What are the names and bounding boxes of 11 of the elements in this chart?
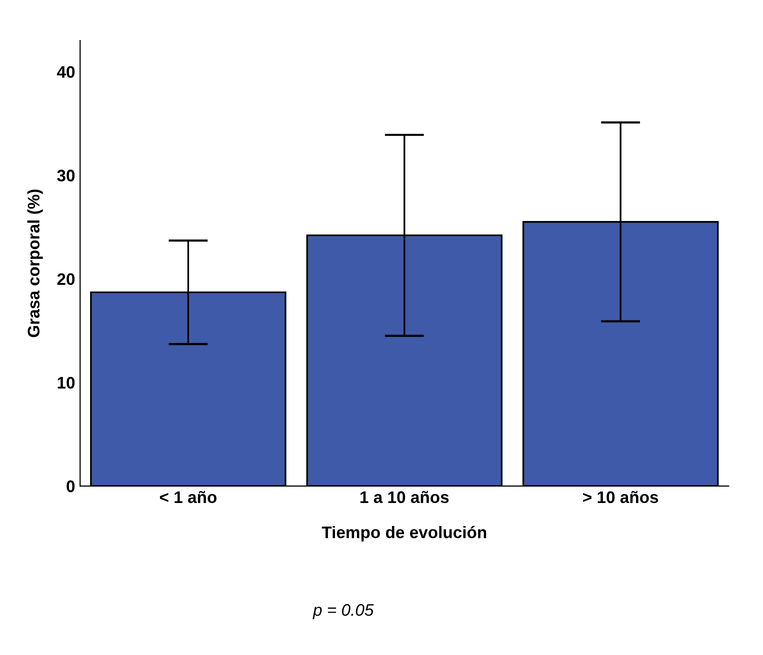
text: p = 0.05	[312, 604, 374, 620]
y-tick-label: 10	[58, 376, 75, 389]
x-axis-title: Tiempo de evolución	[322, 526, 486, 542]
y-axis-title: Grasa corporal (%)	[27, 190, 43, 338]
y-tick-label: 0	[66, 480, 75, 492]
y-tick-label: 40	[56, 66, 75, 78]
x-tick-label: > 10 años	[583, 490, 658, 504]
y-tick-label: 30	[57, 170, 75, 182]
x-tick-label: < 1 año	[160, 490, 217, 504]
y-tick-label: 20	[57, 273, 75, 286]
x-tick-label: 1 a 10 años	[360, 490, 449, 504]
